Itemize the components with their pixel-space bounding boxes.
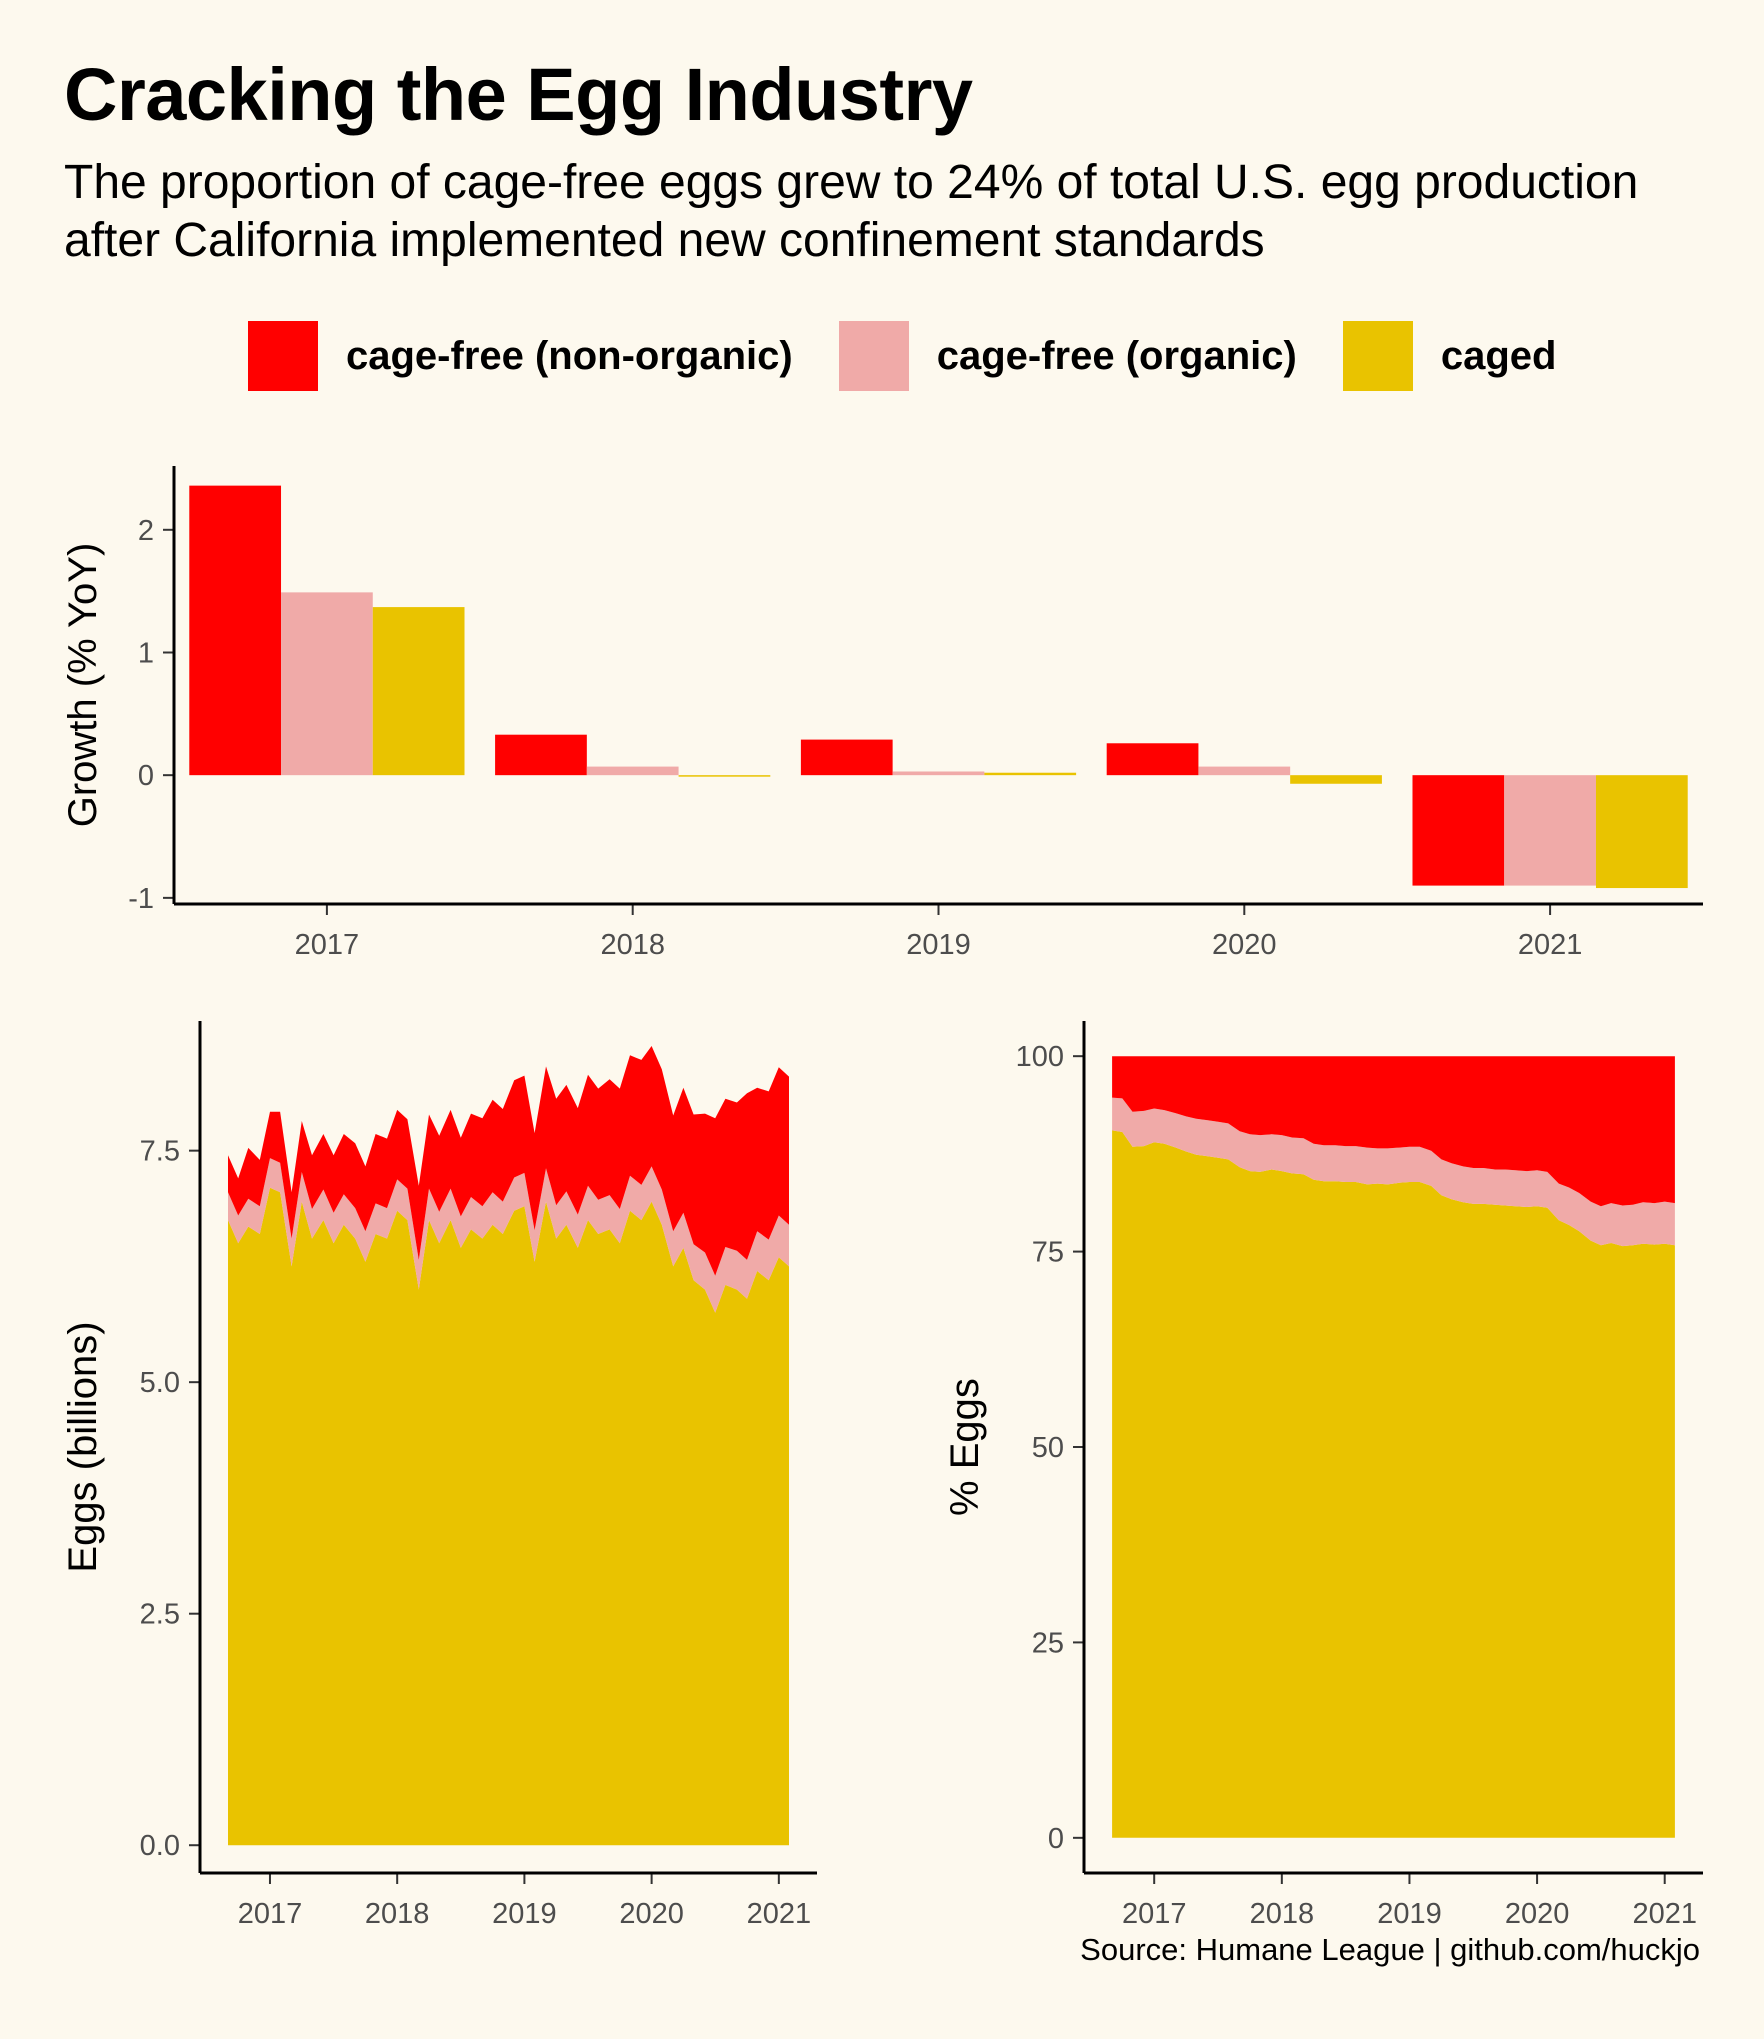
pct-x-tick-label-2019: 2019 (1377, 1898, 1442, 1930)
x-tick-label-2019: 2019 (906, 929, 971, 961)
eggs-y-tick-label-7.5: 7.5 (140, 1136, 180, 1168)
bar-caged-2019 (984, 772, 1077, 776)
y-axis-title-growth: Growth (% YoY) (61, 543, 105, 828)
eggs-y-tick-label-0: 0.0 (140, 1830, 180, 1862)
pct-x-tick-label-2018: 2018 (1250, 1898, 1315, 1930)
source-caption: Source: Humane League | github.com/huckj… (1080, 1932, 1700, 1967)
eggs-area-caged (228, 1187, 789, 1846)
bar-cage-free-non-organic-2017 (189, 485, 282, 776)
bar-caged-2018 (678, 775, 771, 777)
y-tick-label-growth-1: 1 (138, 637, 154, 669)
eggs-y-tick-label-5: 5.0 (140, 1367, 180, 1399)
bar-cage-free-organic-2021 (1504, 775, 1596, 886)
pct-y-tick-label-0: 0 (1048, 1823, 1064, 1855)
bar-caged-2017 (372, 607, 465, 776)
pct-x-tick-label-2017: 2017 (1122, 1898, 1187, 1930)
pct-x-tick-label-2021: 2021 (1632, 1898, 1697, 1930)
legend-item-caged: caged (1342, 321, 1557, 391)
bar-cage-free-non-organic-2019 (800, 739, 893, 776)
bar-cage-free-organic-2018 (586, 766, 679, 776)
bar-cage-free-non-organic-2021 (1412, 775, 1505, 886)
eggs-area-cage-free-non-organic (228, 1046, 789, 1276)
legend-swatch-caged (1342, 321, 1413, 391)
eggs-x-tick-label-2021: 2021 (747, 1898, 812, 1930)
bar-caged-2020 (1290, 775, 1382, 784)
pct-y-tick-label-100: 100 (1016, 1041, 1064, 1073)
y-tick-label-growth--1: -1 (128, 883, 154, 915)
pct-x-tick-label-2020: 2020 (1505, 1898, 1570, 1930)
legend-label-cage-free-non-organic: cage-free (non-organic) (346, 333, 793, 378)
legend-item-cage-free-non-organic: cage-free (non-organic) (248, 321, 793, 391)
bar-caged-2021 (1595, 775, 1688, 889)
bar-cage-free-organic-2020 (1198, 766, 1291, 776)
pct-y-tick-label-75: 75 (1032, 1237, 1064, 1269)
eggs-area-cage-free-organic (228, 1158, 789, 1313)
bar-cage-free-non-organic-2020 (1106, 743, 1199, 776)
legend-swatch-cage-free-organic (838, 321, 909, 391)
bar-cage-free-non-organic-2018 (495, 734, 587, 776)
eggs-y-axis-title: Eggs (billions) (61, 1321, 105, 1572)
eggs-y-tick-label-2.5: 2.5 (140, 1599, 180, 1631)
y-tick-label-growth-2: 2 (138, 515, 154, 547)
legend-item-cage-free-organic: cage-free (organic) (838, 321, 1297, 391)
bar-cage-free-organic-2019 (892, 771, 985, 776)
x-tick-label-2017: 2017 (295, 929, 360, 961)
legend: cage-free (non-organic) cage-free (organ… (248, 320, 1602, 392)
eggs-x-tick-label-2018: 2018 (365, 1898, 430, 1930)
pct-area-caged (1112, 1130, 1675, 1838)
legend-label-cage-free-organic: cage-free (organic) (936, 333, 1297, 378)
x-tick-label-2020: 2020 (1212, 929, 1277, 961)
pct-y-tick-label-50: 50 (1032, 1432, 1064, 1464)
pct-y-axis-title: % Eggs (943, 1378, 987, 1516)
pct-area-cage-free-organic (1112, 1097, 1675, 1247)
pct-area-cage-free-non-organic (1112, 1056, 1675, 1207)
x-tick-label-2018: 2018 (600, 929, 665, 961)
eggs-x-tick-label-2019: 2019 (492, 1898, 557, 1930)
chart-title: Cracking the Egg Industry (64, 53, 973, 136)
y-tick-label-growth-0: 0 (138, 760, 154, 792)
eggs-x-tick-label-2017: 2017 (238, 1898, 303, 1930)
legend-swatch-cage-free-non-organic (248, 321, 318, 391)
x-tick-label-2021: 2021 (1518, 929, 1583, 961)
legend-label-caged: caged (1440, 333, 1557, 378)
bar-cage-free-organic-2017 (281, 592, 373, 776)
chart-subtitle: The proportion of cage-free eggs grew to… (64, 156, 1639, 267)
eggs-x-tick-label-2020: 2020 (619, 1898, 684, 1930)
pct-y-tick-label-25: 25 (1032, 1627, 1064, 1659)
